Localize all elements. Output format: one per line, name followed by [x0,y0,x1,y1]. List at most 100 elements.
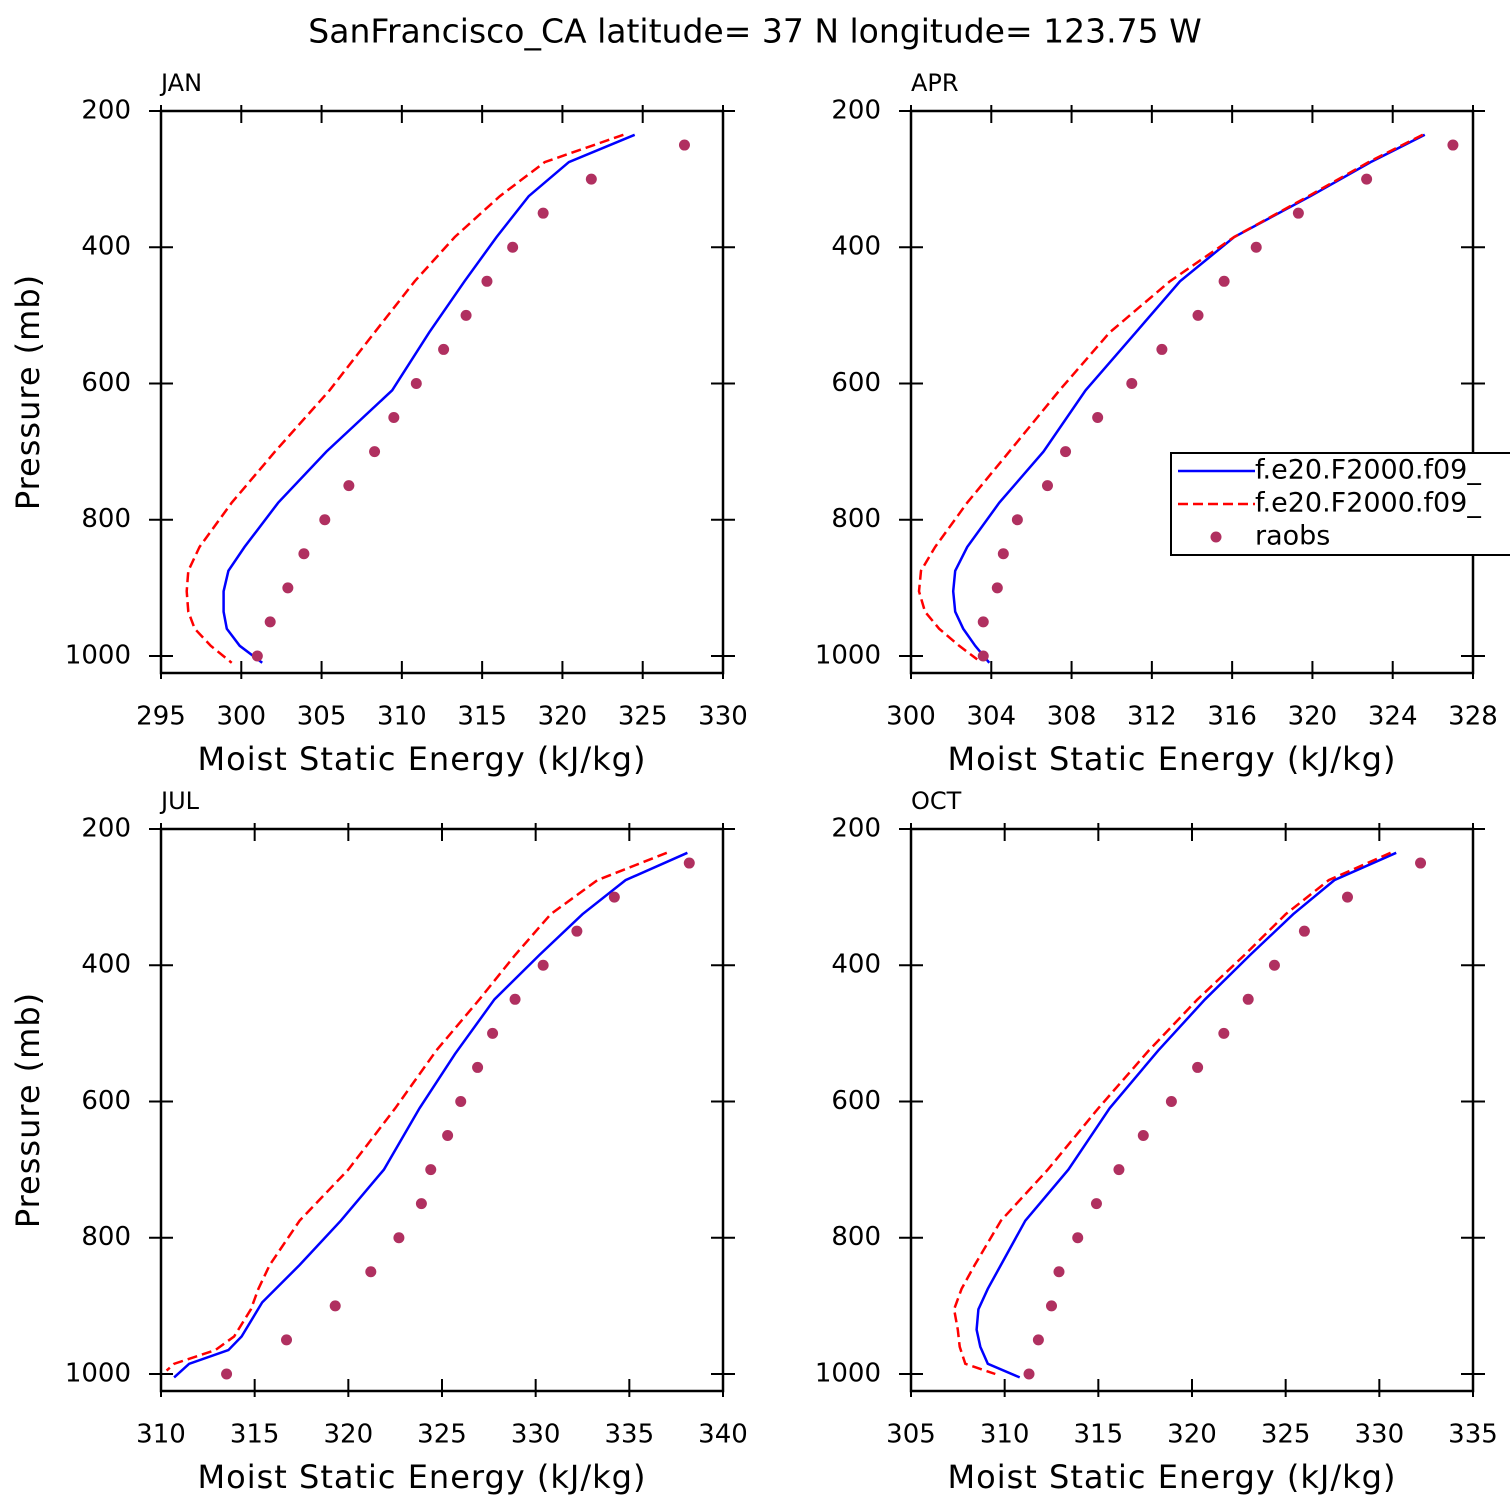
x-tick-label: 295 [136,702,186,732]
raob-point [1046,1300,1057,1312]
raob-point [571,925,583,937]
x-tick-label: 330 [511,1420,561,1450]
panel-label: JUL [159,787,200,815]
y-tick-label: 200 [81,814,131,844]
y-tick-label: 800 [831,1222,881,1252]
x-tick-label: 315 [230,1420,280,1450]
x-tick-label: 310 [377,702,427,732]
legend-label: f.e20.F2000.f09_ [1255,455,1481,486]
raob-point [1192,309,1204,321]
raob-point [1032,1334,1044,1346]
raob-point [281,1334,293,1346]
x-tick-label: 316 [1207,702,1257,732]
x-tick-label: 300 [886,702,936,732]
y-tick-label: 1000 [65,1358,131,1388]
panel-label: APR [911,69,959,97]
raob-point [410,377,422,389]
x-tick-label: 305 [297,702,347,732]
y-tick-label: 600 [831,1086,881,1116]
x-tick-label: 304 [966,702,1016,732]
raob-point [1268,959,1280,971]
raob-point [251,650,263,662]
profile-line [222,133,636,664]
panel: JUL 310 315 320 325 330 335 340 200 400 600 800 1000… [9,787,748,1496]
raob-point [509,993,521,1005]
profile-line [165,851,668,1372]
x-axis-title: Moist Static Energy (kJ/kg) [198,740,647,778]
raob-point [1242,993,1254,1005]
x-axis-title: Moist Static Energy (kJ/kg) [948,740,1397,778]
raob-point [585,173,597,185]
plot-frame [159,827,725,1393]
raob-point [472,1061,484,1073]
x-tick-label: 300 [216,702,266,732]
y-tick-label: 800 [81,504,131,534]
raob-point [1415,857,1427,869]
raob-point [1361,173,1373,185]
panel: APR 300 304 308 312 316 320 324 328 200 400 600 800 1… [815,69,1510,778]
x-tick-label: 320 [538,702,588,732]
panel: OCT 305 310 315 320 325 330 335 200 400 600 800 1000… [815,787,1498,1496]
profile-line [952,851,1392,1376]
raob-point [537,959,549,971]
x-tick-label: 330 [698,702,748,732]
raob-point [319,514,331,526]
raob-point [481,275,493,287]
panel-label: OCT [911,787,962,815]
raob-point [1126,377,1138,389]
raob-point [1218,275,1230,287]
raob-point [455,1095,467,1107]
y-tick-label: 1000 [815,1358,881,1388]
profile-line [917,133,1424,661]
raob-point [282,582,294,594]
raob-point [1053,1266,1065,1278]
raob-point [1137,1130,1149,1142]
raob-point [991,582,1003,594]
y-tick-label: 600 [81,368,131,398]
y-tick-label: 400 [81,232,131,262]
raob-point [442,1130,454,1142]
x-tick-label: 308 [1047,702,1097,732]
raob-point [1447,139,1459,151]
y-tick-label: 400 [831,232,881,262]
y-tick-label: 1000 [815,640,881,670]
raob-point [438,343,450,355]
plot-frame [909,827,1475,1393]
x-tick-label: 320 [1167,1420,1217,1450]
raob-point [977,616,989,628]
profile-line [951,133,1426,664]
raob-point [997,548,1009,560]
y-tick-label: 200 [81,96,131,126]
x-axis-title: Moist Static Energy (kJ/kg) [198,1458,647,1496]
raob-point [1023,1368,1035,1380]
y-tick-label: 800 [831,504,881,534]
raob-point [1060,446,1072,458]
profile-line [975,851,1397,1379]
raob-point [264,616,276,628]
x-tick-label: 325 [417,1420,467,1450]
raob-point [365,1266,377,1278]
raob-point [537,207,549,219]
x-tick-label: 315 [1074,1420,1124,1450]
raob-point [298,548,310,560]
raob-point [1292,207,1304,219]
figure-title: SanFrancisco_CA latitude= 37 N longitude… [308,12,1201,51]
y-axis-title: Pressure (mb) [9,274,47,510]
raob-point [1250,241,1262,253]
raob-point [369,446,381,458]
x-tick-label: 310 [136,1420,186,1450]
x-tick-label: 325 [1261,1420,1311,1450]
x-tick-label: 325 [618,702,668,732]
x-tick-label: 310 [980,1420,1030,1450]
x-tick-label: 312 [1127,702,1177,732]
x-tick-label: 335 [1448,1420,1498,1450]
raob-point [1113,1164,1125,1176]
raob-point [1011,514,1023,526]
raob-point [1298,925,1310,937]
raob-point [1090,1198,1102,1210]
x-tick-label: 315 [457,702,507,732]
raob-point [1165,1095,1177,1107]
raob-point [487,1027,499,1039]
panel-label: JAN [159,69,202,97]
